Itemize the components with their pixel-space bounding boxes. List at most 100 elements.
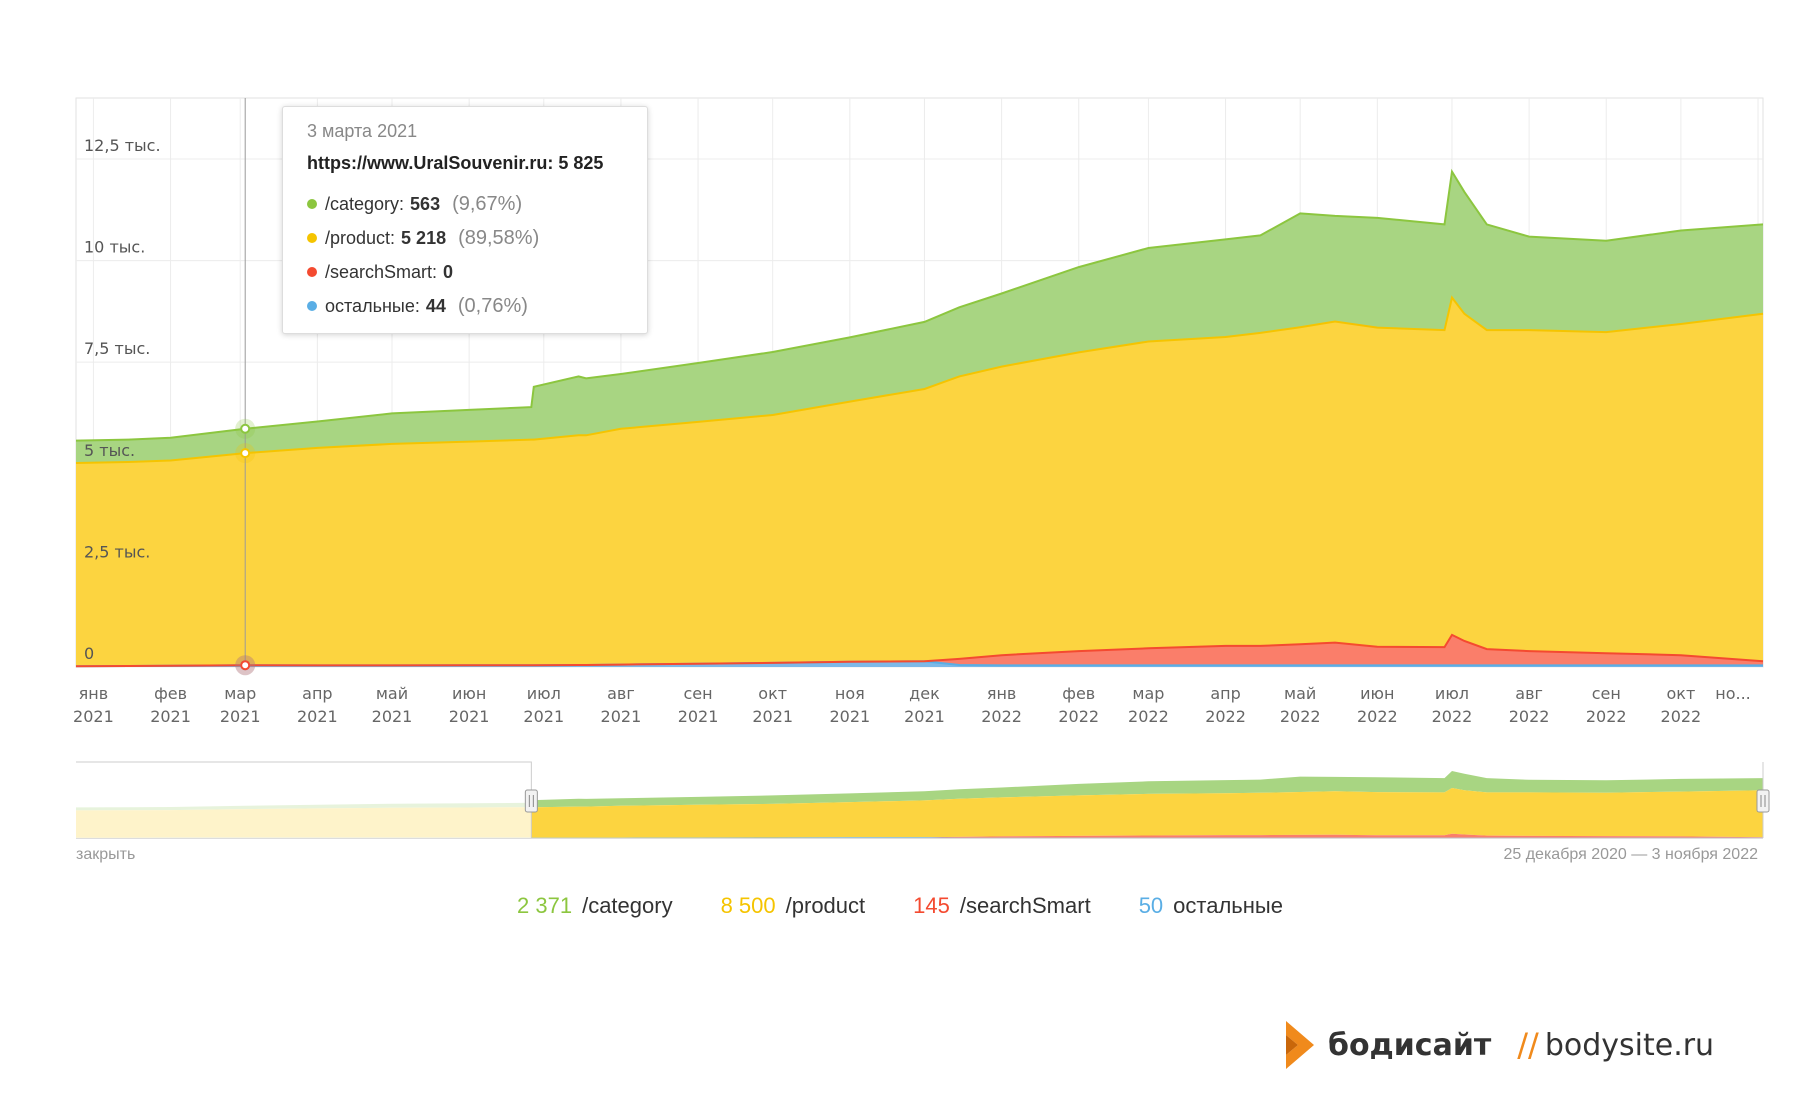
- legend-value: 2 371: [517, 893, 573, 918]
- navigator-area: [76, 833, 1763, 838]
- tooltip-row-value: 44: [425, 295, 446, 316]
- tooltip-row-label: /searchSmart:: [325, 261, 438, 282]
- x-tick-year: 2022: [1280, 707, 1321, 726]
- x-tick-month: апр: [302, 684, 332, 703]
- legend-item[interactable]: 2 371/category: [517, 893, 673, 919]
- chart-tooltip: 3 марта 2021 https://www.UralSouvenir.ru…: [282, 106, 648, 334]
- tooltip-row: /category: 563 (9,67%): [307, 187, 623, 221]
- series-area-category[interactable]: [76, 171, 1763, 463]
- y-tick-label: 12,5 тыс.: [84, 136, 161, 155]
- tooltip-dot-icon: [307, 233, 317, 243]
- x-tick-year: 2022: [1509, 707, 1550, 726]
- crosshair-marker: [240, 660, 251, 671]
- series-area-searchSmart[interactable]: [76, 634, 1763, 667]
- x-tick-year: 2021: [220, 707, 261, 726]
- x-tick-year: 2022: [981, 707, 1022, 726]
- x-tick-month: мар: [224, 684, 256, 703]
- x-tick-month: ноя: [835, 684, 865, 703]
- y-tick-label: 10 тыс.: [84, 238, 145, 257]
- x-tick-month: окт: [1666, 684, 1695, 703]
- tooltip-dot-icon: [307, 267, 317, 277]
- x-tick-year: 2021: [449, 707, 490, 726]
- x-tick-month: авг: [607, 684, 635, 703]
- x-tick-year: 2022: [1357, 707, 1398, 726]
- navigator-overlay: [76, 761, 1770, 838]
- y-tick-label: 5 тыс.: [84, 441, 135, 460]
- legend-item[interactable]: 145/searchSmart: [913, 893, 1091, 919]
- navigator-area: [76, 771, 1763, 811]
- legend-item[interactable]: 8 500/product: [721, 893, 866, 919]
- legend-label: /product: [785, 893, 866, 918]
- x-tick-year: 2021: [73, 707, 114, 726]
- navigator-handle-right[interactable]: [1756, 789, 1770, 813]
- legend-value: 50: [1138, 893, 1164, 918]
- tooltip-dot-icon: [307, 301, 317, 311]
- navigator-close-link[interactable]: закрыть: [76, 846, 136, 863]
- brand-separator: //: [1517, 1026, 1539, 1064]
- x-tick-year: 2021: [904, 707, 945, 726]
- series-line-category: [75, 168, 1764, 442]
- x-tick-month: июн: [1360, 684, 1394, 703]
- legend-label: остальные: [1173, 893, 1283, 918]
- x-tick-month: янв: [79, 684, 109, 703]
- range-navigator[interactable]: [0, 760, 1800, 850]
- legend-value: 145: [913, 893, 950, 918]
- navigator-handle-left[interactable]: [524, 789, 538, 813]
- tooltip-site-total: https://www.UralSouvenir.ru: 5 825: [307, 153, 604, 173]
- y-axis-ticks: 0 2,5 тыс. 5 тыс. 7,5 тыс. 10 тыс. 12,5 тыс.: [84, 136, 161, 663]
- x-tick-year: 2022: [1661, 707, 1702, 726]
- x-tick-year: 2022: [1128, 707, 1169, 726]
- x-tick-month: дек: [909, 684, 940, 703]
- bodysite-logo-icon: [1286, 1021, 1314, 1069]
- tooltip-row: остальные: 44 (0,76%): [307, 289, 623, 323]
- x-tick-month: июл: [527, 684, 561, 703]
- brand-name: бодисайт: [1328, 1027, 1492, 1063]
- x-tick-year: 2021: [752, 707, 793, 726]
- x-tick-year: 2021: [150, 707, 191, 726]
- x-tick-month: фев: [1062, 684, 1095, 703]
- tooltip-row-label: /product:: [325, 227, 396, 248]
- tooltip-rows: /category: 563 (9,67%) /product: 5 218 (89,58…: [307, 187, 623, 323]
- x-tick-month: но...: [1715, 684, 1751, 703]
- tooltip-row-value: 563: [410, 193, 441, 214]
- stacked-area-chart[interactable]: 02,5 тыс.5 тыс.7,5 тыс.10 тыс.12,5 тыс. …: [0, 0, 1800, 760]
- legend-label: /searchSmart: [959, 893, 1091, 918]
- x-tick-month: сен: [1592, 684, 1621, 703]
- y-tick-label: 2,5 тыс.: [84, 542, 150, 561]
- series-line-searchSmart: [75, 633, 1764, 668]
- tooltip-dot-icon: [307, 199, 317, 209]
- x-tick-month: окт: [758, 684, 787, 703]
- series-area-product[interactable]: [76, 297, 1763, 667]
- brand-url: bodysite.ru: [1544, 1027, 1715, 1063]
- tooltip-row-value: 5 218: [401, 227, 447, 248]
- tooltip-date: 3 марта 2021: [307, 121, 418, 141]
- chart-series-areas: [75, 168, 1764, 668]
- x-tick-month: авг: [1515, 684, 1543, 703]
- crosshair-marker: [240, 423, 251, 434]
- y-tick-label: 0: [84, 644, 94, 663]
- x-tick-year: 2021: [372, 707, 413, 726]
- x-tick-month: апр: [1210, 684, 1240, 703]
- y-tick-label: 7,5 тыс.: [84, 339, 150, 358]
- x-tick-year: 2022: [1205, 707, 1246, 726]
- tooltip-row-percent: (9,67%): [452, 192, 523, 215]
- legend-item[interactable]: 50 остальные: [1139, 893, 1283, 919]
- x-tick-month: май: [376, 684, 408, 703]
- tooltip-row: /searchSmart: 0: [307, 255, 623, 289]
- crosshair-marker: [240, 448, 251, 459]
- x-tick-year: 2021: [678, 707, 719, 726]
- chart-legend: 2 371/category 8 500/product 145/searchSma…: [0, 893, 1800, 919]
- x-axis-ticks: янв 2021 фев 2021 мар 2021 апр 2021 май 2021 июн 20…: [73, 684, 1751, 726]
- navigator-range-label: 25 декабря 2020 — 3 ноября 2022: [1503, 846, 1758, 863]
- tooltip-row-value: 0: [443, 261, 454, 282]
- tooltip-row-percent: (89,58%): [458, 226, 540, 249]
- x-tick-month: июл: [1435, 684, 1469, 703]
- x-tick-year: 2021: [601, 707, 642, 726]
- x-tick-year: 2022: [1586, 707, 1627, 726]
- x-tick-year: 2021: [523, 707, 564, 726]
- x-tick-month: янв: [987, 684, 1017, 703]
- x-tick-year: 2022: [1432, 707, 1473, 726]
- x-tick-month: фев: [154, 684, 187, 703]
- x-tick-month: май: [1284, 684, 1316, 703]
